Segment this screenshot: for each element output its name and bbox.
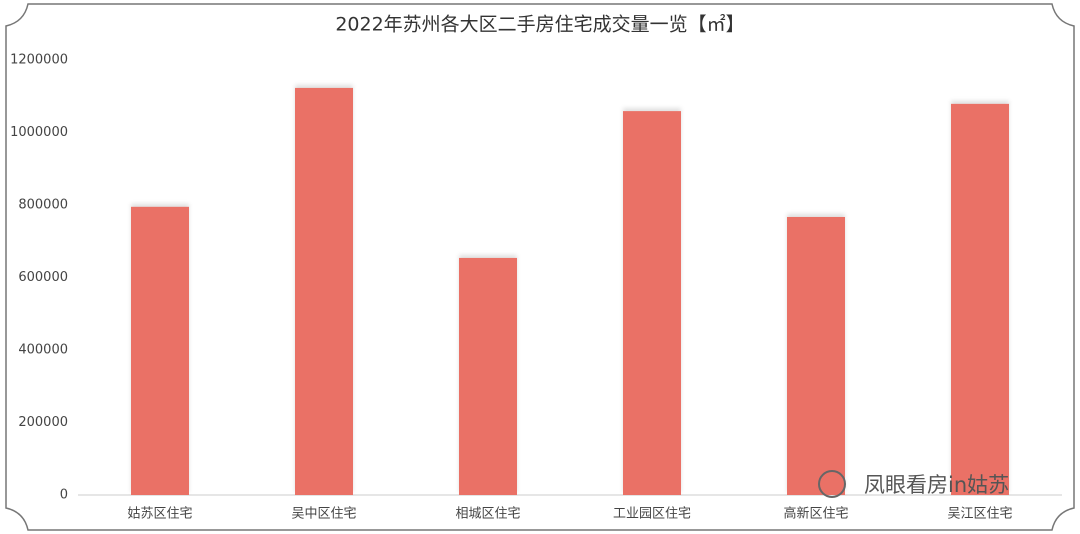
x-tick-label: 姑苏区住宅 [127, 506, 192, 522]
x-tick-label: 吴中区住宅 [291, 507, 356, 522]
watermark-icon [818, 470, 846, 498]
y-tick-label: 600000 [18, 270, 68, 285]
bar [131, 206, 189, 495]
x-tick-label: 相城区住宅 [455, 507, 520, 522]
y-tick-label: 400000 [18, 343, 68, 358]
bar [459, 257, 517, 495]
bar [787, 216, 845, 495]
watermark: 凤眼看房in姑苏 [818, 470, 1009, 498]
chart-title: 2022年苏州各大区二手房住宅成交量一览【㎡】 [335, 13, 744, 36]
y-tick-label: 200000 [18, 415, 68, 430]
y-tick-label: 800000 [18, 198, 68, 213]
x-tick-label: 工业园区住宅 [613, 507, 691, 522]
bar [623, 111, 681, 496]
watermark-text: 凤眼看房in姑苏 [864, 473, 1009, 497]
y-tick-label: 1000000 [10, 125, 68, 140]
bar [951, 103, 1009, 496]
x-tick-label: 高新区住宅 [783, 506, 848, 522]
y-tick-label: 1200000 [10, 53, 68, 68]
bar [295, 87, 353, 495]
x-tick-label: 吴江区住宅 [947, 507, 1012, 522]
frame [5, 3, 1075, 531]
y-tick-label: 0 [60, 488, 68, 503]
